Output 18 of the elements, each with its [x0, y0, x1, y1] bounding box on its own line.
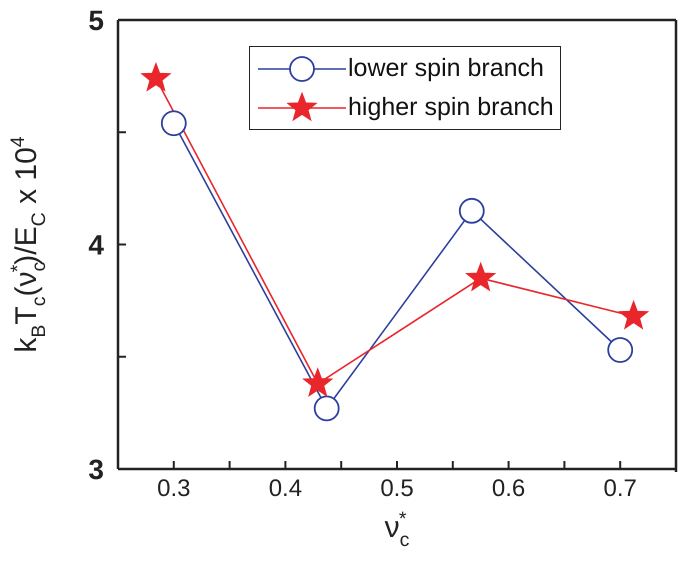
point	[607, 337, 634, 363]
point	[141, 62, 171, 92]
x-tick-label: 0.3	[157, 475, 190, 502]
y-tick-label: 5	[88, 4, 104, 36]
x-tick-label: 0.7	[604, 475, 637, 502]
x-tick-label: 0.4	[268, 475, 302, 502]
legend-label: higher spin branch	[348, 93, 554, 122]
point	[618, 300, 648, 329]
point	[466, 262, 496, 291]
point	[160, 110, 187, 136]
x-tick-label: 0.6	[492, 475, 526, 502]
y-tick-label: 4	[88, 229, 104, 260]
point	[314, 395, 340, 422]
point	[458, 198, 485, 224]
y-tick-label: 3	[88, 454, 104, 485]
point	[303, 368, 333, 396]
legend-label: lower spin branch	[348, 54, 544, 83]
x-tick-label: 0.5	[380, 475, 414, 502]
